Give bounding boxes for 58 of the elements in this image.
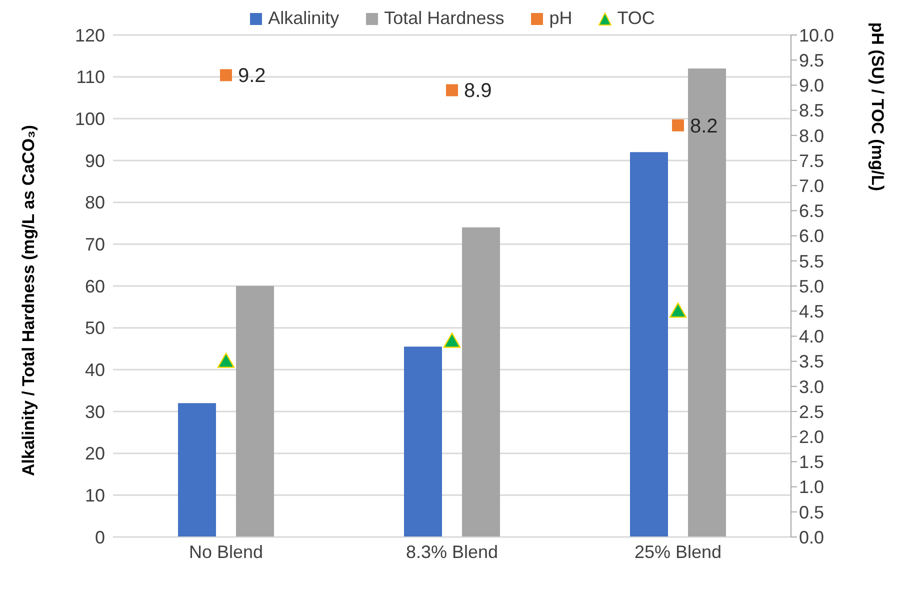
y2-tick-label: 3.5 [799,352,824,372]
x-tick-label: 8.3% Blend [406,542,498,562]
y2-axis-title: pH (SU) / TOC (mg/L) [868,22,887,191]
y-tick-label: 60 [84,276,105,296]
y-tick-label: 100 [74,109,105,130]
y2-tick-label: 2.5 [799,402,824,422]
y2-tick-label: 6.5 [799,201,824,222]
x-tick-label: No Blend [188,542,264,562]
point [672,119,684,132]
y2-tick-label: 0.0 [799,527,824,548]
y-tick-label: 50 [84,318,105,338]
legend-label: TOC [617,8,655,29]
y-axis-title: Alkalinity / Total Hardness (mg/L as CaCO₃) [19,124,38,476]
y-tick-label: 110 [76,67,105,88]
data-label: 8.9 [464,80,492,102]
y2-tick-label: 6.0 [799,226,824,246]
y-tick-label: 80 [84,192,105,213]
y2-tick-label: 8.0 [799,126,824,146]
bar [404,346,442,537]
y2-tick-label: 1.0 [799,477,824,498]
y2-tick-label: 1.5 [799,452,824,472]
x-tick-label: 25% Blend [634,542,722,562]
legend-label: Total Hardness [384,8,504,29]
y-tick-label: 90 [84,150,105,171]
y2-tick-label: 7.5 [799,150,824,171]
data-label: 9.2 [238,65,266,88]
point [217,352,235,368]
y2-tick-label: 4.5 [799,301,824,322]
y-tick-label: 10 [84,486,105,506]
point [220,69,232,82]
bar [462,227,500,537]
y2-tick-label: 10.0 [799,25,834,46]
y2-tick-label: 2.0 [799,426,824,447]
legend-label: pH [549,8,572,29]
y2-tick-label: 3.0 [799,376,824,397]
bar [236,286,274,537]
y2-tick-label: 7.0 [799,176,824,196]
y-tick-label: 70 [84,234,105,255]
point [669,302,687,318]
y-tick-label: 0 [94,527,105,548]
bar [630,152,668,537]
y2-tick-label: 9.0 [799,76,824,96]
y-tick-label: 40 [84,360,105,380]
y-tick-label: 30 [84,402,105,422]
point [443,332,461,348]
y-tick-label: 20 [84,444,105,464]
y2-tick-label: 9.5 [799,50,824,70]
y2-tick-label: 4.0 [799,326,824,347]
y2-tick-label: 0.5 [799,502,824,522]
y2-tick-label: 5.5 [799,251,824,272]
data-label: 8.2 [690,115,718,138]
bar [688,68,726,537]
legend-label: Alkalinity [268,8,340,29]
point [446,84,458,96]
y-tick-label: 120 [74,25,105,46]
bar [178,403,216,537]
y2-tick-label: 8.5 [799,100,824,121]
y2-tick-label: 5.0 [799,276,824,296]
